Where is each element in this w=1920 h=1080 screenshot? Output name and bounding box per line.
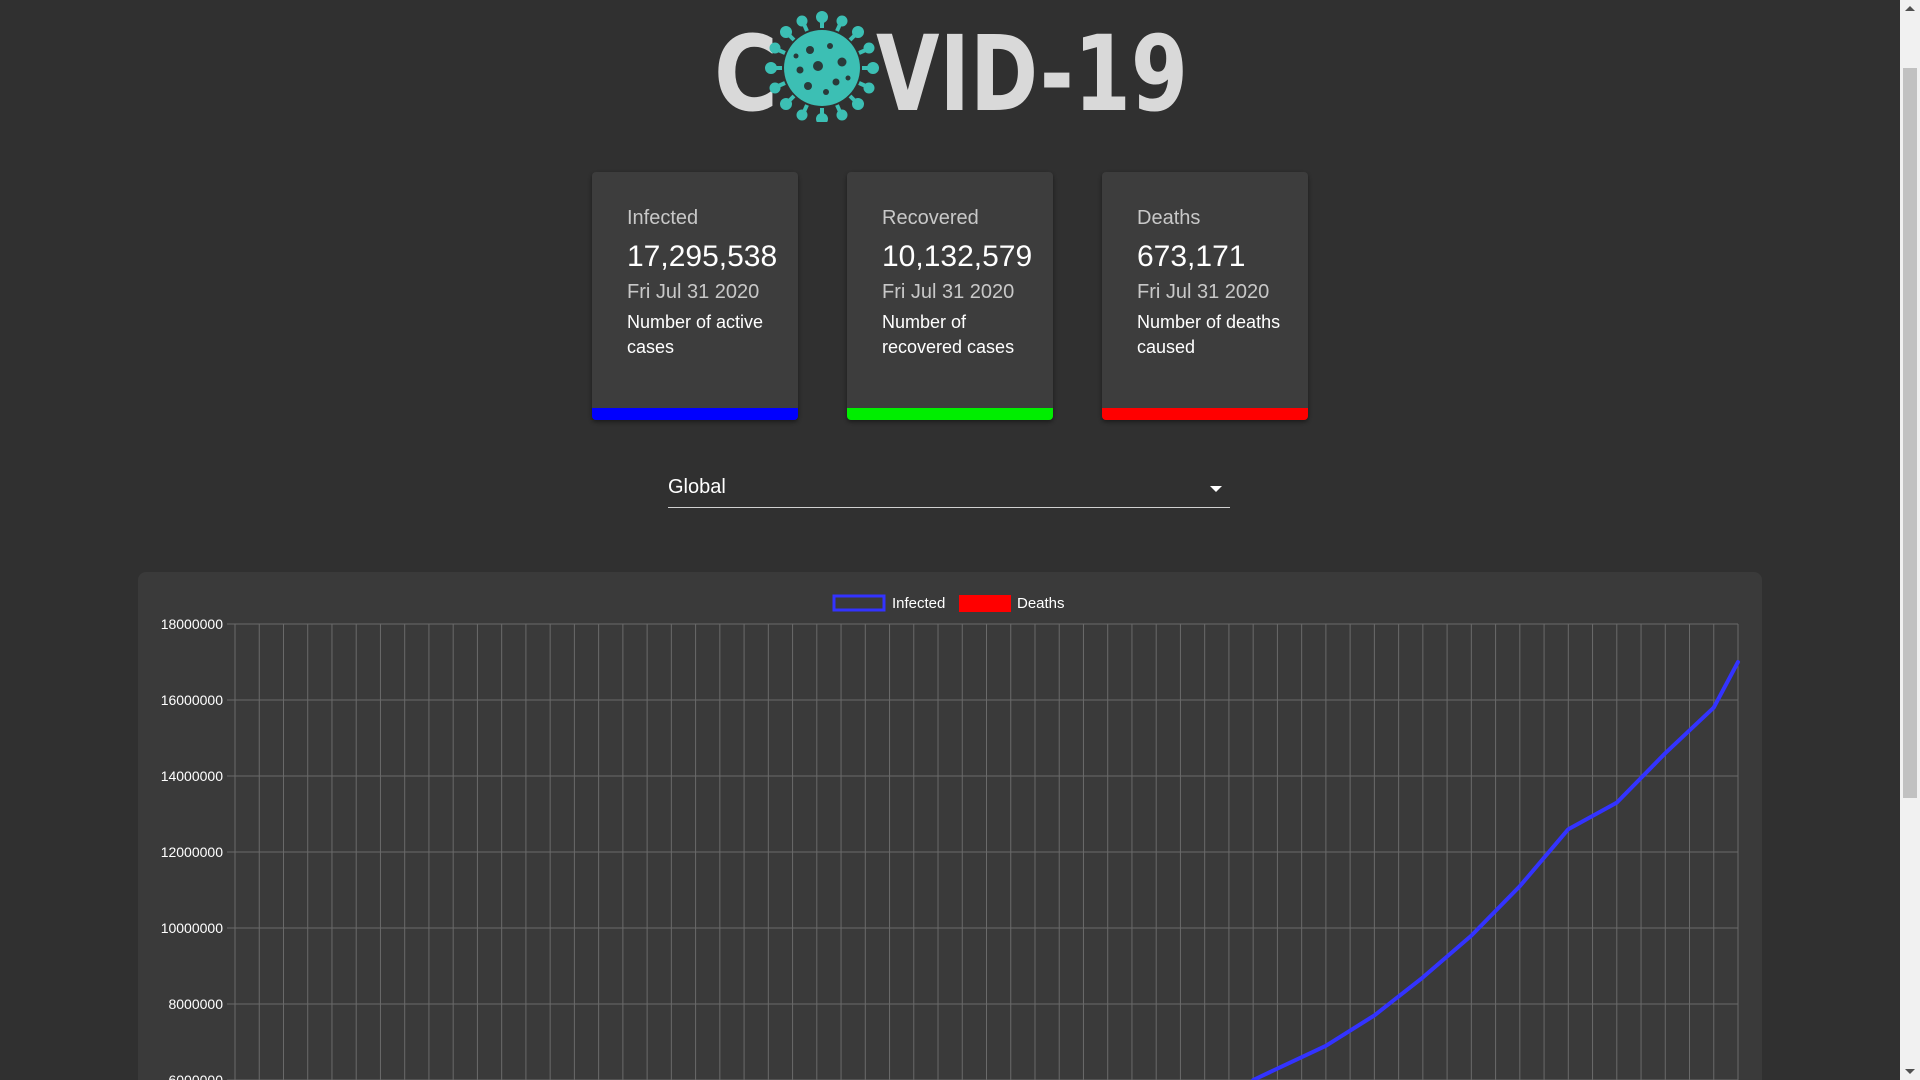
card-value: 10,132,579 — [882, 240, 1033, 273]
card-color-bar — [1102, 408, 1308, 420]
card-color-bar — [847, 408, 1053, 420]
card-description: Number of deaths caused — [1137, 312, 1281, 357]
scrollbar-thumb[interactable] — [1903, 68, 1917, 798]
card-description: Number of active cases — [627, 312, 764, 357]
card-title: Recovered — [882, 207, 979, 229]
scrollbar[interactable] — [1900, 0, 1920, 1080]
legend-swatch — [959, 595, 1011, 612]
infected-card: Infected 17,295,538 Fri Jul 31 2020 Numb… — [592, 172, 798, 420]
y-tick-label: 8000000 — [168, 996, 223, 1012]
country-select-value: Global — [668, 476, 726, 498]
line-chart: 18000000 16000000 14000000 12000000 10000000… — [161, 594, 1740, 1080]
y-tick-label: 16000000 — [161, 692, 224, 708]
logo-text-vid: VID-19 — [876, 13, 1188, 122]
covid-logo: C — [712, 10, 1192, 122]
card-date: Fri Jul 31 2020 — [627, 281, 760, 303]
y-tick-label: 12000000 — [161, 844, 224, 860]
card-date: Fri Jul 31 2020 — [882, 281, 1015, 303]
card-value: 17,295,538 — [627, 240, 778, 273]
stats-cards: Infected 17,295,538 Fri Jul 31 2020 Numb… — [592, 172, 1308, 420]
y-tick-label: 10000000 — [161, 920, 224, 936]
recovered-card: Recovered 10,132,579 Fri Jul 31 2020 Num… — [847, 172, 1053, 420]
scroll-up-arrow-icon[interactable] — [1905, 6, 1915, 11]
card-color-bar — [592, 408, 798, 420]
y-tick-label: 14000000 — [161, 768, 224, 784]
country-select[interactable]: Global — [668, 470, 1230, 508]
series-line-infected — [1251, 660, 1740, 1080]
y-tick-label: 6000000 — [168, 1072, 223, 1080]
card-date: Fri Jul 31 2020 — [1137, 281, 1270, 303]
card-value: 673,171 — [1137, 240, 1246, 273]
legend-label: Deaths — [1017, 595, 1065, 612]
scroll-down-arrow-icon[interactable] — [1905, 1069, 1915, 1074]
y-tick-label: 18000000 — [161, 616, 224, 632]
virus-icon — [765, 11, 879, 122]
card-title: Infected — [627, 207, 699, 229]
chevron-down-icon[interactable] — [1210, 486, 1222, 492]
deaths-card: Deaths 673,171 Fri Jul 31 2020 Number of… — [1102, 172, 1308, 420]
legend-swatch — [832, 594, 886, 612]
legend-label: Infected — [892, 595, 945, 612]
card-title: Deaths — [1137, 207, 1201, 229]
chart-card: 18000000 16000000 14000000 12000000 10000000… — [138, 572, 1762, 1080]
card-description: Number of recovered cases — [882, 312, 1015, 357]
